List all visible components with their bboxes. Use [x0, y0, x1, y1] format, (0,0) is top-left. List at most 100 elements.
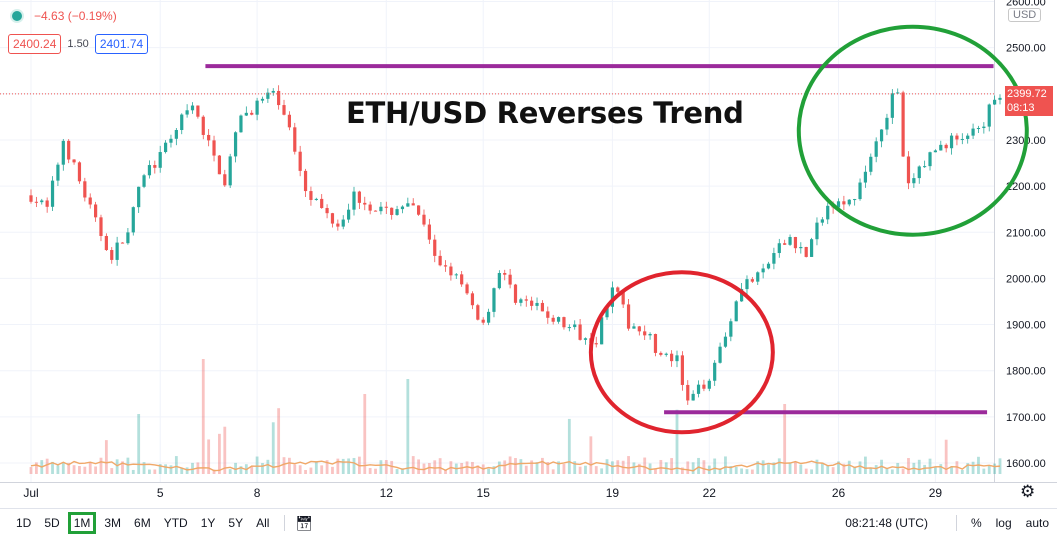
volume-bar — [616, 460, 620, 474]
timeframe-1d[interactable]: 1D — [16, 516, 32, 530]
volume-bar — [218, 433, 221, 474]
volume-bar — [121, 461, 124, 474]
candle-body — [788, 236, 792, 245]
y-tick-label: 1600.00 — [1006, 458, 1046, 470]
volume-bar — [702, 460, 706, 474]
candle-body — [524, 299, 528, 301]
timeframe-6m[interactable]: 6M — [134, 516, 151, 530]
candle-body — [481, 319, 485, 323]
candle-body — [675, 355, 679, 362]
volume-bar — [271, 422, 275, 474]
volume-bar — [341, 458, 345, 474]
candle-body — [653, 333, 658, 353]
y-tick-label: 1700.00 — [1006, 412, 1046, 424]
timeframe-ytd[interactable]: YTD — [163, 516, 188, 530]
bar-countdown: 08:13 — [1007, 102, 1035, 114]
sell-price-button[interactable]: 2400.24 — [8, 34, 62, 54]
percent-toggle[interactable]: % — [970, 516, 982, 530]
volume-bar — [142, 462, 146, 474]
candle-body — [45, 200, 49, 207]
log-toggle[interactable]: log — [995, 516, 1012, 530]
date-range-icon[interactable]: 📅︎ — [295, 514, 314, 531]
candle-body — [368, 204, 372, 211]
timeframe-1m[interactable]: 1M — [67, 512, 97, 534]
volume-bar — [497, 461, 501, 474]
volume-bar — [180, 468, 184, 474]
y-tick-label: 2100.00 — [1006, 227, 1046, 239]
timeframe-5y[interactable]: 5Y — [228, 516, 244, 530]
candle-body — [874, 141, 878, 157]
candle-body — [729, 321, 733, 337]
volume-bar — [261, 463, 264, 474]
candle-body — [147, 165, 152, 176]
volume-bar — [390, 460, 394, 474]
volume-bar — [336, 458, 340, 474]
volume-bar — [573, 461, 577, 474]
volume-bar — [740, 468, 743, 474]
volume-bar — [314, 461, 318, 474]
candle-body — [982, 126, 986, 129]
volume-bar — [729, 466, 733, 474]
timeframe-5d[interactable]: 5D — [44, 516, 60, 530]
candle-body — [530, 300, 534, 306]
volume-bar — [255, 456, 259, 474]
volume-bar — [331, 466, 334, 474]
volume-bar — [874, 465, 878, 474]
candle-body — [298, 151, 302, 171]
candle-body — [917, 166, 921, 179]
x-tick-label: 19 — [606, 486, 620, 500]
candle-body — [476, 305, 480, 320]
volume-bar — [282, 457, 286, 474]
volume-bar — [837, 461, 840, 474]
gear-icon[interactable]: ⚙ — [1020, 482, 1036, 501]
volume-bar — [982, 468, 986, 474]
volume-bar — [51, 461, 54, 474]
volume-bar — [858, 461, 862, 474]
timeframe-1y[interactable]: 1Y — [200, 516, 216, 530]
current-price-value: 2399.72 — [1007, 88, 1047, 100]
x-tick-label: 8 — [254, 486, 261, 500]
candle-body — [271, 90, 275, 93]
volume-bar — [277, 408, 281, 474]
candle-body — [842, 201, 846, 205]
candle-body — [233, 132, 238, 157]
candle-body — [885, 117, 889, 130]
volume-bar — [88, 462, 92, 474]
candle-body — [443, 265, 448, 267]
timeframe-all[interactable]: All — [256, 516, 270, 530]
volume-bar — [567, 418, 571, 474]
candle-body — [745, 279, 749, 290]
candle-body — [578, 324, 582, 340]
x-tick-label: 12 — [380, 486, 394, 500]
candle-body — [61, 140, 65, 165]
volume-bar — [820, 462, 824, 474]
candle-body — [497, 273, 501, 289]
auto-toggle[interactable]: auto — [1025, 516, 1049, 530]
buy-price-button[interactable]: 2401.74 — [94, 34, 149, 54]
volume-bar — [164, 464, 167, 474]
volume-bar — [890, 469, 894, 474]
utc-clock[interactable]: 08:21:48 (UTC) — [845, 516, 928, 530]
currency-selector[interactable]: USD — [1008, 8, 1042, 22]
price-chart[interactable]: 1600.00 1700.00 1800.00 1900.00 2000.00 2100.… — [0, 0, 1057, 508]
candle-body — [702, 384, 706, 389]
candle-body — [330, 213, 335, 224]
timeframe-3m[interactable]: 3M — [104, 516, 122, 530]
volume-bar — [659, 459, 663, 474]
candle-body — [99, 217, 103, 236]
volume-bar — [61, 462, 65, 474]
volume-bar — [212, 469, 216, 474]
volume-bar — [239, 466, 243, 474]
candle-body — [906, 156, 911, 184]
candle-body — [260, 98, 265, 101]
volume-bar — [169, 465, 173, 474]
volume-bar — [487, 468, 490, 474]
toolbar-divider — [284, 515, 286, 531]
volume-bar — [524, 465, 528, 474]
volume-bar — [901, 468, 905, 474]
volume-bar — [917, 459, 921, 474]
volume-bar — [907, 458, 910, 474]
volume-bar — [923, 464, 927, 474]
volume-bar — [411, 456, 415, 474]
volume-bar — [228, 469, 232, 474]
